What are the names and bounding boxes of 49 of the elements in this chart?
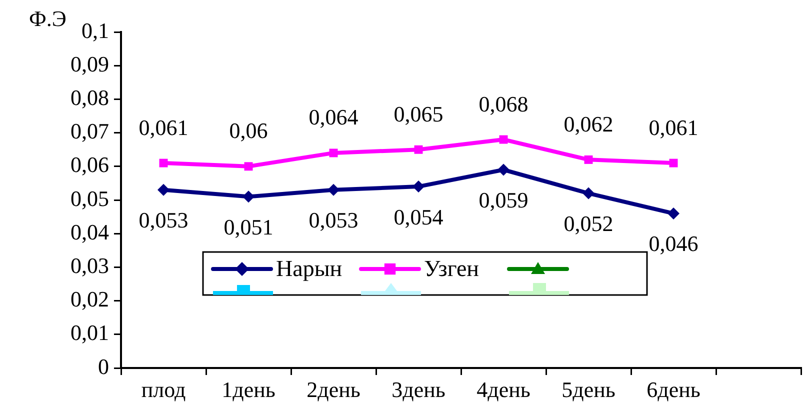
point: [328, 184, 340, 196]
y-tick-label: 0,08: [70, 84, 109, 110]
data-label: 0,06: [229, 118, 268, 144]
data-label: 0,061: [648, 114, 698, 140]
legend-label: Узген: [424, 256, 479, 282]
data-label: 0,046: [648, 231, 698, 256]
data-label: 0,054: [394, 204, 444, 230]
point: [412, 180, 424, 193]
data-label: 0,053: [138, 208, 188, 233]
y-tick-label: 0,05: [70, 186, 109, 211]
point: [584, 155, 593, 164]
y-axis-title: Ф.Э: [29, 6, 66, 31]
y-tick-label: 0,07: [70, 118, 109, 144]
point: [242, 190, 254, 203]
legend-label: Нарын: [276, 256, 342, 282]
data-label: 0,062: [564, 111, 614, 136]
point: [414, 145, 423, 154]
y-tick-label: 0,02: [70, 286, 109, 312]
x-tick-label: плод: [141, 376, 186, 402]
point: [329, 148, 338, 158]
point: [158, 184, 170, 196]
data-label: 0,059: [478, 188, 528, 213]
x-tick-label: 1день: [222, 376, 276, 402]
x-tick-label: 5день: [562, 376, 616, 402]
y-tick-label: 0,09: [70, 51, 109, 76]
y-tick-label: 0,04: [70, 219, 109, 244]
point: [582, 187, 594, 200]
point: [159, 158, 168, 168]
data-label: 0,061: [138, 114, 188, 140]
data-label: 0,052: [564, 211, 614, 236]
data-label: 0,065: [394, 101, 444, 126]
point: [499, 135, 508, 144]
data-label: 0,064: [308, 104, 358, 130]
data-label: 0,051: [224, 214, 274, 240]
data-label: 0,068: [478, 91, 528, 116]
x-tick-label: 6день: [646, 376, 700, 402]
data-label: 0,053: [308, 208, 358, 233]
y-tick-label: 0,1: [82, 18, 109, 43]
y-tick-label: 0,01: [70, 320, 109, 346]
y-tick-label: 0: [98, 354, 109, 379]
point: [498, 164, 510, 176]
point: [669, 158, 678, 168]
x-tick-label: 3день: [392, 376, 446, 402]
point: [244, 162, 253, 171]
x-tick-label: 2день: [306, 376, 360, 402]
y-tick-label: 0,03: [70, 252, 109, 278]
x-tick-label: 4день: [476, 376, 530, 402]
y-tick-label: 0,06: [70, 152, 109, 178]
point: [668, 207, 680, 220]
